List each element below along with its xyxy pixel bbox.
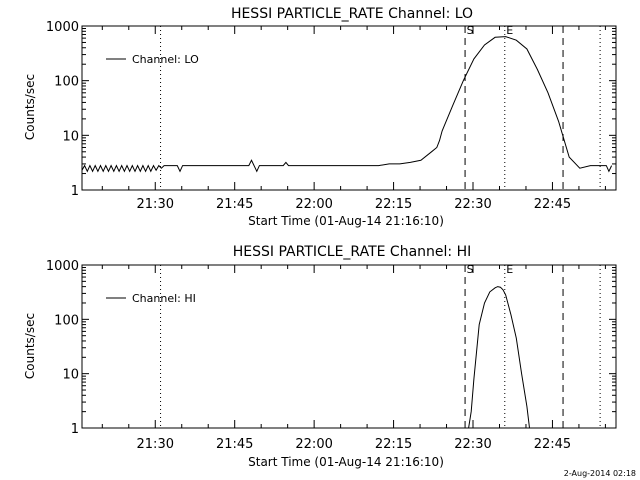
legend-label: Channel: HI [132, 292, 196, 305]
x-tick-label: 22:15 [375, 197, 412, 212]
y-axis-label: Counts/sec [23, 74, 37, 140]
x-axis-label: Start Time (01-Aug-14 21:16:10) [248, 214, 444, 228]
x-tick-label: 22:15 [375, 437, 412, 452]
x-axis-label: Start Time (01-Aug-14 21:16:10) [248, 455, 444, 469]
plot-frame [81, 264, 617, 429]
y-tick-label: 1 [71, 184, 79, 199]
y-tick-label: 1 [71, 422, 79, 437]
x-tick-label: 22:00 [295, 437, 332, 452]
series-line [468, 286, 530, 428]
x-tick-label: 21:30 [137, 197, 174, 212]
x-tick-label: 22:30 [454, 437, 491, 452]
x-tick-label: 22:45 [534, 197, 571, 212]
x-tick-label: 22:30 [454, 197, 491, 212]
y-tick-label: 10 [62, 368, 79, 383]
series-line [82, 36, 613, 173]
marker-e: E [506, 24, 513, 37]
y-tick-label: 100 [54, 313, 79, 328]
y-tick-label: 100 [54, 75, 79, 90]
legend-label: Channel: LO [132, 53, 199, 66]
panel-lo: HESSI PARTICLE_RATE Channel: LO Counts/s… [23, 6, 617, 228]
chart-title: HESSI PARTICLE_RATE Channel: HI [233, 244, 471, 260]
x-tick-label: 21:45 [216, 437, 253, 452]
y-tick-label: 10 [62, 129, 79, 144]
marker-s: S [467, 24, 474, 37]
x-tick-label: 22:45 [534, 437, 571, 452]
x-tick-label: 22:00 [295, 197, 332, 212]
x-tick-label: 21:30 [137, 437, 174, 452]
footer-date: 2-Aug-2014 02:18 [564, 469, 636, 478]
x-tick-label: 21:45 [216, 197, 253, 212]
y-tick-label: 1000 [46, 20, 79, 35]
y-tick-label: 1000 [46, 259, 79, 274]
plot-frame [81, 25, 617, 191]
y-axis-label: Counts/sec [23, 313, 37, 379]
panel-hi: HESSI PARTICLE_RATE Channel: HI Counts/s… [23, 244, 617, 469]
chart-title: HESSI PARTICLE_RATE Channel: LO [231, 6, 473, 22]
marker-s: S [467, 263, 474, 276]
marker-e: E [506, 263, 513, 276]
